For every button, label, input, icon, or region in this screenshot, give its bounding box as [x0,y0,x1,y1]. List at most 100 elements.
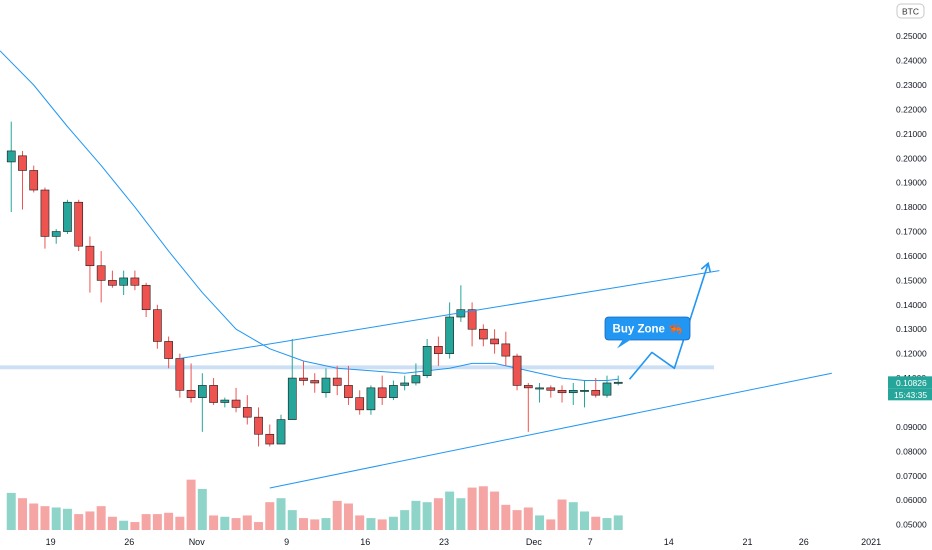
y-tick-label: 0.16000 [896,251,927,261]
volume-bar [298,518,308,530]
volume-bar [546,519,556,530]
candle-body [580,389,589,392]
channel-upper-line [179,270,720,360]
volume-bar [602,518,612,530]
y-tick-label: 0.09000 [896,422,927,432]
candle [209,378,218,405]
volume-bar [332,500,342,530]
candle-body [490,338,499,345]
volume-bar [343,503,353,530]
candle-body [74,201,84,247]
candle-body [51,231,61,237]
moving-average-line [0,50,619,381]
candle-body [299,377,308,381]
volume-bar [377,519,387,530]
candle-body [344,385,353,398]
candle-body [546,387,556,391]
candle [467,302,477,347]
volume-layer [6,479,623,530]
volume-bar [175,516,185,530]
currency-badge[interactable]: BTC [896,3,925,19]
candle-body [242,407,252,418]
candle [478,324,488,347]
candle [366,385,376,415]
candle [355,390,365,415]
candle-body [467,309,477,330]
candle [242,395,252,425]
candle-body [119,277,128,286]
y-tick-label: 0.08000 [896,446,927,456]
countdown-box [888,388,932,401]
x-tick-label: Nov [189,537,206,547]
volume-bar [568,502,578,530]
support-zone [0,365,714,370]
y-tick-label: 0.25000 [896,31,927,41]
volume-bar [141,514,151,530]
x-tick-label: 26 [799,537,809,547]
candle [580,380,589,408]
candle-body [591,389,601,396]
candle-body [18,155,27,171]
x-tick-label: 23 [439,537,449,547]
volume-bar [85,511,95,530]
candle-body [276,419,286,445]
candle-body [186,389,196,398]
candle [310,373,320,393]
candle [377,375,387,405]
y-tick-label: 0.22000 [896,104,927,114]
candle [254,407,263,447]
candle [85,236,95,293]
volume-bar [209,515,219,530]
candle-body [411,375,421,384]
candle [153,304,162,349]
volume-bar [40,506,50,530]
channel-lower-line [269,372,832,489]
candle [197,373,207,432]
candle-body [613,381,623,384]
price-tag-layer: 0.10826 15:43:35 [888,376,932,401]
candle [119,270,128,296]
candle [389,380,398,401]
x-tick-label: 9 [284,537,289,547]
candle-body [6,150,16,163]
sma-layer [0,50,619,381]
candle [400,375,410,391]
volume-bar [478,486,488,530]
currency-badge-box [896,3,925,19]
candle-body [602,382,612,396]
x-tick-label: 26 [124,537,134,547]
volume-bar [186,479,196,530]
volume-bar [523,507,533,530]
annotation-layer: Buy Zone 🦐 [604,261,712,380]
candle [108,270,117,288]
volume-bar [231,518,241,530]
candle-body [568,389,578,394]
volume-bar [310,519,320,530]
horizontal-zone-layer [0,365,714,370]
candle [523,382,533,432]
y-tick-label: 0.13000 [896,324,927,334]
volume-bar [62,508,72,530]
candle [220,397,230,408]
buy-zone-callout[interactable]: Buy Zone 🦐 [604,316,691,349]
candle [18,150,27,210]
y-tick-label: 0.12000 [896,349,927,359]
x-ticks-layer: 19 26 Nov 9 16 23 Dec 7 14 21 26 2021 [46,537,882,547]
volume-bar [51,507,61,530]
y-tick-label: 0.24000 [896,56,927,66]
candle-body [366,387,376,411]
arrow-head [700,261,712,273]
volume-bar [152,514,162,530]
candle-body [512,355,522,386]
x-tick-label: 21 [742,537,752,547]
candle-body [164,341,173,359]
buy-zone-box [604,316,691,341]
candle [591,378,601,398]
volume-bar [17,498,27,530]
candle-body [377,387,387,398]
volume-bar [366,518,376,530]
candle-body [287,377,297,420]
candle-body [153,309,162,342]
price-tag-box [888,376,932,389]
